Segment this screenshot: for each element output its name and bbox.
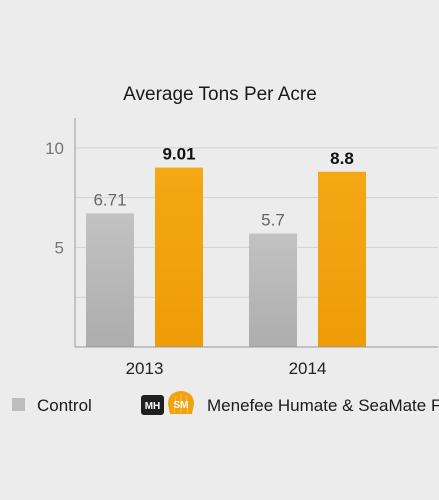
bar-2013-control	[86, 213, 134, 347]
y-tick-label: 5	[55, 238, 64, 257]
bar-2014-treatment	[318, 171, 366, 347]
legend: Control MH SM Menefee Humate & SeaMate F…	[12, 391, 439, 415]
data-label: 8.8	[330, 149, 354, 168]
data-label: 6.71	[93, 190, 126, 209]
bars	[86, 167, 366, 347]
mh-logo-text: MH	[145, 401, 161, 412]
shell-icon	[168, 391, 194, 414]
y-tick-label: 10	[45, 139, 64, 158]
legend-swatch-control	[12, 398, 25, 411]
y-axis-ticks: 10 5	[45, 139, 64, 258]
data-label: 5.7	[261, 210, 285, 229]
x-tick-label: 2014	[289, 359, 327, 378]
data-labels: 6.71 9.01 5.7 8.8	[93, 145, 353, 230]
bar-2014-control	[249, 233, 297, 347]
mh-logo-badge	[141, 395, 164, 415]
x-tick-label: 2013	[126, 359, 164, 378]
data-label: 9.01	[162, 145, 195, 164]
x-axis-labels: 2013 2014	[126, 359, 327, 378]
legend-label-control: Control	[37, 396, 92, 415]
sm-logo-text: SM	[174, 400, 189, 411]
chart-title: Average Tons Per Acre	[123, 84, 317, 105]
legend-label-treatment: Menefee Humate & SeaMate Fe	[207, 396, 439, 415]
bar-2013-treatment	[155, 167, 203, 347]
